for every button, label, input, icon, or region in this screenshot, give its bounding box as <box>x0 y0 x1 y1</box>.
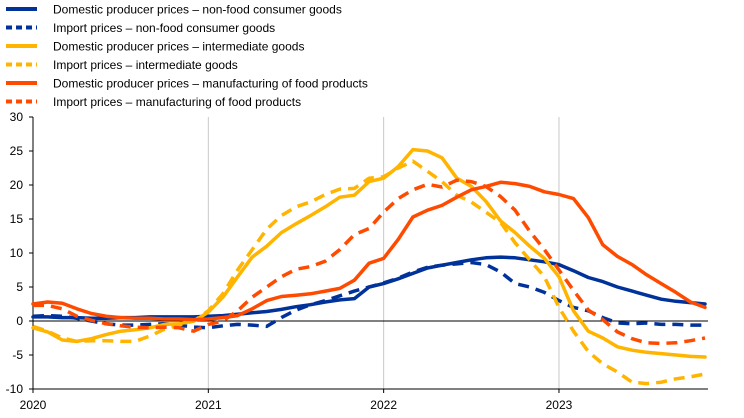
y-tick-label: 30 <box>10 110 24 124</box>
legend-label-3: Domestic producer prices – intermediate … <box>53 40 304 54</box>
y-tick-label: 25 <box>10 144 24 158</box>
y-tick-label: 0 <box>16 314 23 328</box>
series-line-import-prices-intermediate-goods <box>32 159 706 386</box>
legend-label-5: Domestic producer prices – manufacturing… <box>53 77 368 91</box>
y-tick-label: 10 <box>10 246 24 260</box>
series-lines <box>31 147 707 386</box>
legend: Domestic producer prices – non-food cons… <box>6 3 368 109</box>
series-line-domestic-producer-prices-manufacturing-of-food-products <box>31 180 707 322</box>
vertical-gridlines <box>207 117 560 389</box>
series-line-domestic-producer-prices-intermediate-goods <box>31 147 707 359</box>
y-tick-label: 20 <box>10 178 24 192</box>
y-tick-label: -5 <box>12 348 23 362</box>
y-tick-label: -10 <box>6 382 24 396</box>
y-tick-label: 15 <box>10 212 24 226</box>
legend-label-1: Domestic producer prices – non-food cons… <box>53 3 342 17</box>
legend-label-6: Import prices – manufacturing of food pr… <box>53 95 301 109</box>
x-tick-label: 2020 <box>20 398 47 412</box>
legend-label-2: Import prices – non-food consumer goods <box>53 21 275 35</box>
y-tick-label: 5 <box>16 280 23 294</box>
y-axis: -10 -5 0 5 10 15 20 25 30 <box>6 110 34 396</box>
x-tick-label: 2022 <box>370 398 397 412</box>
x-tick-label: 2023 <box>546 398 573 412</box>
legend-label-4: Import prices – intermediate goods <box>53 58 238 72</box>
x-tick-label: 2021 <box>195 398 222 412</box>
series-line-import-prices-manufacturing-of-food-products <box>33 178 706 346</box>
x-axis: 2020 2021 2022 2023 <box>20 388 708 412</box>
